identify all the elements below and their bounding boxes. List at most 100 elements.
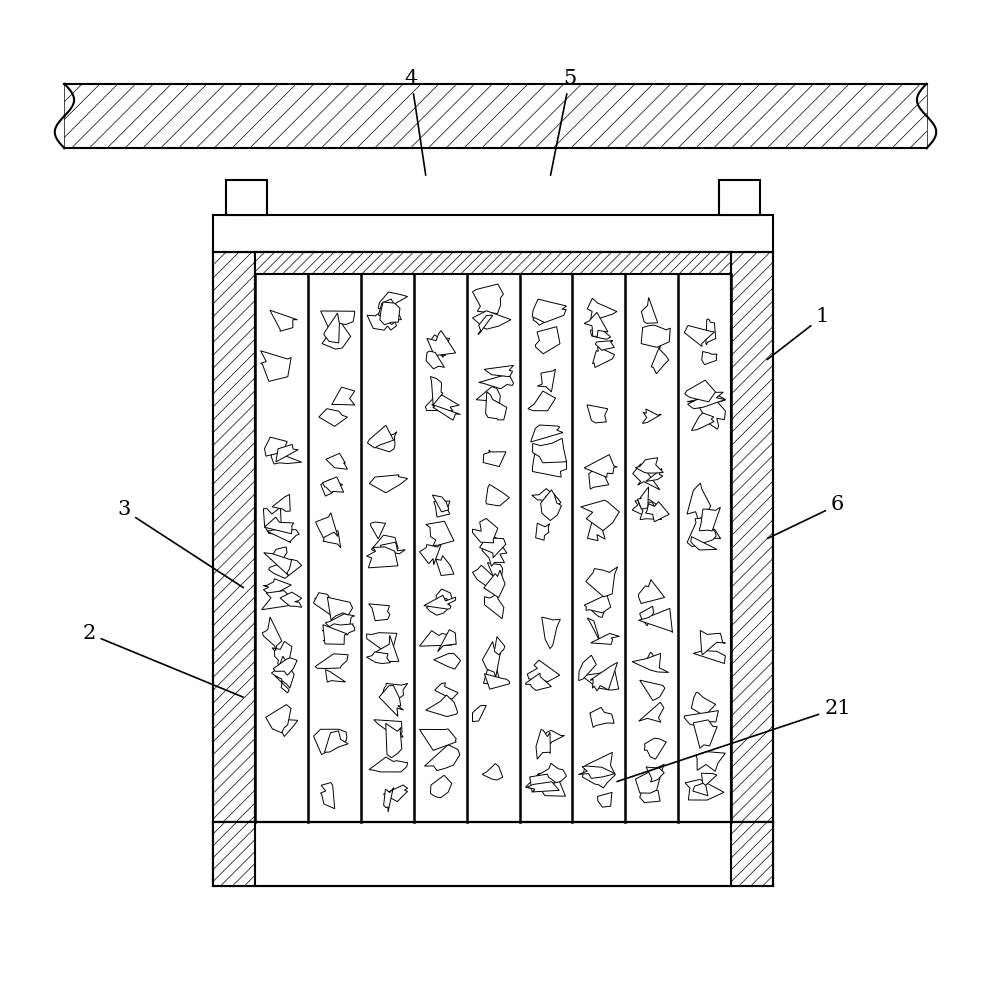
- Polygon shape: [326, 453, 347, 469]
- Polygon shape: [701, 630, 725, 655]
- Polygon shape: [419, 543, 442, 564]
- Polygon shape: [700, 507, 720, 531]
- Polygon shape: [485, 365, 513, 377]
- Polygon shape: [325, 614, 355, 636]
- Polygon shape: [483, 764, 502, 780]
- Polygon shape: [313, 593, 337, 616]
- Polygon shape: [384, 788, 393, 812]
- Polygon shape: [473, 284, 503, 314]
- Polygon shape: [582, 671, 618, 690]
- Polygon shape: [325, 670, 346, 682]
- Polygon shape: [537, 777, 566, 796]
- Polygon shape: [473, 518, 497, 543]
- Polygon shape: [367, 305, 396, 330]
- Polygon shape: [687, 518, 716, 547]
- Polygon shape: [638, 608, 673, 632]
- Polygon shape: [370, 475, 407, 493]
- Polygon shape: [430, 775, 452, 798]
- Polygon shape: [691, 537, 716, 550]
- Polygon shape: [323, 531, 341, 548]
- Polygon shape: [427, 331, 456, 356]
- Polygon shape: [368, 425, 393, 448]
- Polygon shape: [584, 455, 617, 477]
- Polygon shape: [485, 674, 509, 689]
- Polygon shape: [685, 711, 718, 727]
- Polygon shape: [324, 731, 348, 752]
- Polygon shape: [478, 315, 493, 334]
- Polygon shape: [587, 405, 607, 423]
- Polygon shape: [586, 567, 617, 597]
- Polygon shape: [593, 347, 614, 367]
- Polygon shape: [530, 425, 563, 442]
- Polygon shape: [480, 538, 505, 558]
- Polygon shape: [264, 579, 291, 596]
- Polygon shape: [323, 629, 335, 642]
- Polygon shape: [638, 702, 664, 722]
- Polygon shape: [272, 641, 292, 672]
- Polygon shape: [692, 692, 716, 716]
- Polygon shape: [436, 556, 454, 575]
- Polygon shape: [380, 302, 400, 325]
- Polygon shape: [264, 507, 281, 534]
- Polygon shape: [482, 537, 507, 566]
- Polygon shape: [486, 484, 509, 506]
- Polygon shape: [383, 683, 407, 704]
- Polygon shape: [375, 432, 396, 452]
- Polygon shape: [265, 437, 291, 456]
- Polygon shape: [322, 477, 344, 492]
- Polygon shape: [488, 563, 502, 583]
- Polygon shape: [430, 335, 450, 357]
- Polygon shape: [637, 487, 648, 509]
- Polygon shape: [528, 391, 556, 411]
- Polygon shape: [694, 720, 717, 748]
- Polygon shape: [367, 547, 398, 568]
- Polygon shape: [273, 494, 290, 511]
- Polygon shape: [688, 392, 725, 409]
- Polygon shape: [535, 523, 550, 540]
- Polygon shape: [485, 593, 503, 619]
- Polygon shape: [591, 633, 619, 644]
- Polygon shape: [479, 374, 513, 389]
- Polygon shape: [323, 625, 347, 644]
- Polygon shape: [419, 729, 456, 750]
- Polygon shape: [706, 319, 716, 345]
- Polygon shape: [270, 310, 297, 331]
- Polygon shape: [692, 413, 715, 430]
- Polygon shape: [581, 500, 619, 531]
- Polygon shape: [275, 675, 289, 693]
- Polygon shape: [424, 595, 456, 609]
- Polygon shape: [484, 668, 500, 685]
- Polygon shape: [541, 490, 562, 521]
- Polygon shape: [697, 524, 720, 538]
- Bar: [226, 180, 268, 215]
- Polygon shape: [533, 303, 546, 325]
- Polygon shape: [537, 763, 567, 785]
- Polygon shape: [530, 774, 556, 792]
- Polygon shape: [702, 773, 716, 787]
- Polygon shape: [266, 705, 291, 733]
- Polygon shape: [435, 683, 458, 699]
- Polygon shape: [380, 686, 403, 716]
- Polygon shape: [269, 559, 301, 578]
- Bar: [213, 822, 773, 886]
- Polygon shape: [483, 642, 501, 677]
- Polygon shape: [640, 782, 660, 803]
- Polygon shape: [694, 651, 725, 664]
- Polygon shape: [430, 377, 443, 405]
- Bar: [213, 252, 255, 822]
- Polygon shape: [579, 766, 615, 778]
- Bar: [718, 180, 760, 215]
- Polygon shape: [261, 351, 291, 381]
- Polygon shape: [537, 369, 555, 392]
- Polygon shape: [646, 767, 664, 782]
- Polygon shape: [313, 729, 347, 755]
- Polygon shape: [632, 653, 669, 672]
- Polygon shape: [588, 618, 599, 639]
- Polygon shape: [267, 529, 299, 543]
- Polygon shape: [632, 464, 660, 490]
- Polygon shape: [598, 792, 612, 807]
- Polygon shape: [591, 603, 606, 617]
- Polygon shape: [374, 720, 403, 737]
- Text: 1: 1: [767, 307, 829, 360]
- Polygon shape: [477, 387, 500, 404]
